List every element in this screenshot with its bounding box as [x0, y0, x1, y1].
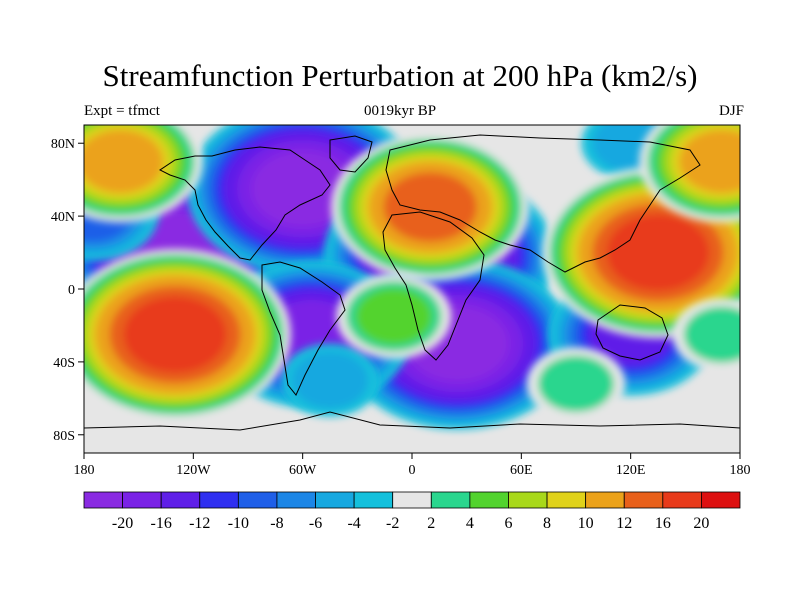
- colorbar-swatch: [508, 491, 548, 509]
- y-tick-label: 80S: [53, 429, 75, 444]
- x-tick-label: 60E: [510, 463, 533, 478]
- y-tick-label: 80N: [51, 137, 75, 152]
- colorbar-label: 20: [693, 515, 709, 532]
- y-tick-label: 40N: [51, 210, 75, 225]
- field-contour: [679, 130, 740, 193]
- field-contour: [84, 130, 163, 193]
- x-tick-label: 120W: [176, 463, 211, 478]
- time-label: 0019kyr BP: [363, 103, 437, 119]
- colorbar-swatch: [623, 491, 664, 509]
- field-anomaly: [639, 125, 740, 223]
- colorbar-label: -6: [309, 515, 322, 532]
- colorbar-swatch: [83, 491, 123, 509]
- field-contour: [606, 214, 710, 291]
- x-tick-label: 180: [74, 463, 95, 478]
- colorbar-swatch: [392, 491, 432, 509]
- experiment-label: Expt = tfmct: [84, 103, 160, 119]
- field-contour: [123, 296, 227, 373]
- colorbar-swatch: [237, 491, 278, 509]
- colorbar-label: 8: [543, 515, 551, 532]
- y-axis: 80N 40N 0 40S 80S: [51, 137, 84, 444]
- colorbar-label: 10: [578, 515, 594, 532]
- x-tick-label: 180: [730, 463, 751, 478]
- colorbar-swatch: [662, 491, 702, 509]
- field-contour: [683, 306, 740, 363]
- colorbar-swatch: [430, 491, 471, 509]
- field-contour: [291, 351, 369, 409]
- colorbar-label: -20: [112, 515, 133, 532]
- colorbar-label: -16: [151, 515, 172, 532]
- field-anomaly: [526, 347, 626, 421]
- coastline-australia: [595, 304, 669, 361]
- colorbar-swatch: [469, 491, 509, 509]
- field-contour: [251, 150, 354, 227]
- season-label: DJF: [718, 103, 744, 119]
- colorbar: -20 -16 -12 -10 -8 -6 -4 -2 2 4 6 8 10 12 16 20: [83, 491, 741, 532]
- y-tick-label: 40S: [53, 356, 75, 371]
- colorbar-swatch: [546, 491, 587, 509]
- coastline-eurasia: [385, 134, 701, 273]
- field-anomaly: [84, 125, 203, 223]
- y-tick-label: 0: [68, 283, 75, 298]
- colorbar-swatch: [160, 491, 201, 509]
- field-anomaly: [336, 273, 452, 360]
- field-anomaly: [672, 298, 740, 372]
- x-tick-label: 0: [409, 463, 416, 478]
- field-contour: [355, 288, 432, 345]
- coastlines: [84, 134, 740, 431]
- coastline-north-america: [159, 146, 331, 261]
- colorbar-swatch: [276, 491, 316, 509]
- streamfunction-field: [84, 125, 740, 453]
- colorbar-label: 4: [466, 515, 474, 532]
- colorbar-swatch: [315, 491, 355, 509]
- colorbar-label: 6: [504, 515, 512, 532]
- x-tick-label: 60W: [289, 463, 317, 478]
- coastline-greenland: [329, 135, 373, 173]
- field-anomaly: [84, 248, 291, 421]
- coastline-antarctica: [84, 411, 740, 431]
- field-anomaly: [186, 125, 419, 275]
- field-anomaly: [280, 343, 380, 417]
- page-title: Streamfunction Perturbation at 200 hPa (…: [102, 58, 698, 93]
- colorbar-swatch: [199, 491, 239, 509]
- colorbar-label: 12: [616, 515, 632, 532]
- colorbar-label: -8: [270, 515, 283, 532]
- colorbar-label: -4: [347, 515, 360, 532]
- colorbar-label: 16: [655, 515, 671, 532]
- colorbar-swatch: [353, 491, 394, 509]
- coastline-south-america: [261, 261, 346, 396]
- field-contour: [537, 355, 615, 412]
- colorbar-label: -10: [228, 515, 249, 532]
- colorbar-label: -2: [386, 515, 399, 532]
- colorbar-swatch: [585, 491, 625, 509]
- colorbar-swatch: [122, 491, 162, 509]
- colorbar-label: -12: [189, 515, 210, 532]
- colorbar-label: 2: [427, 515, 435, 532]
- coastline-africa: [382, 211, 485, 361]
- x-axis: 180 120W 60W 0 60E 120E 180: [74, 453, 751, 478]
- field-anomaly: [331, 133, 530, 281]
- colorbar-swatch: [701, 491, 741, 509]
- x-tick-label: 120E: [616, 463, 646, 478]
